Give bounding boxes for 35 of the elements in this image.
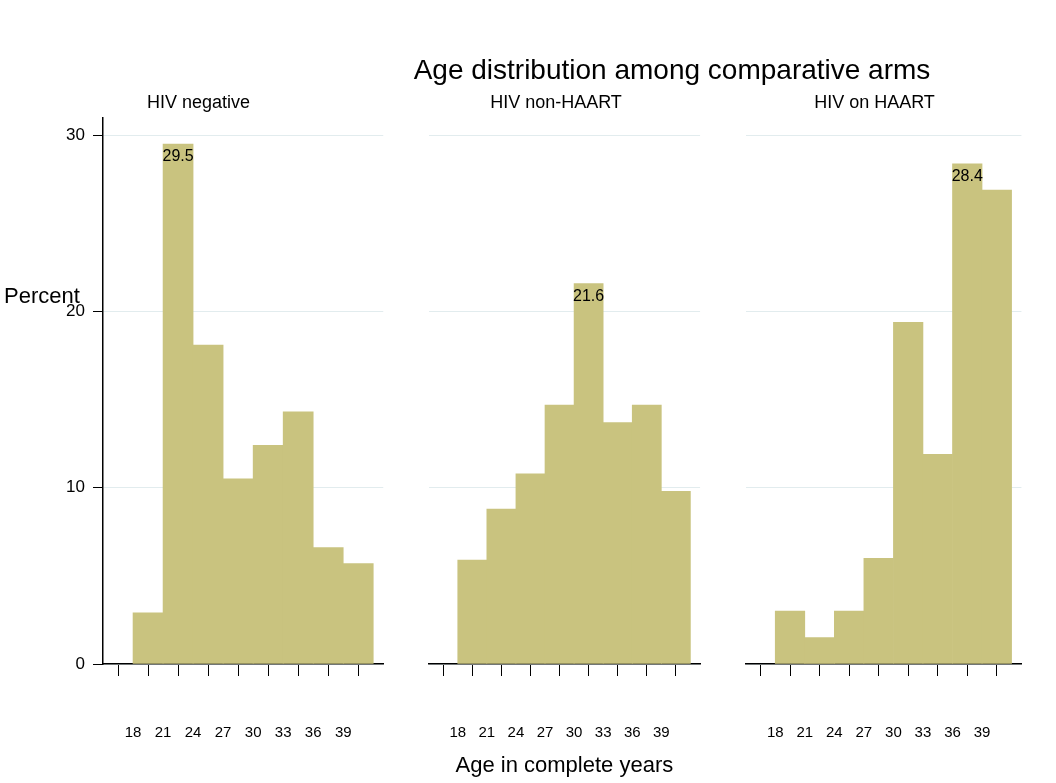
- x-tick-label: 21: [478, 723, 496, 741]
- x-tick-label: 18: [124, 723, 142, 741]
- x-tick-label: 39: [652, 723, 670, 741]
- x-tick-label: 30: [565, 723, 583, 741]
- x-tick-label: 24: [825, 723, 843, 741]
- x-tick-label: 18: [766, 723, 784, 741]
- y-tick-label: 0: [75, 653, 85, 673]
- x-tick-label: 30: [244, 723, 262, 741]
- chart-subtitle: HIV non-HAART: [490, 91, 622, 112]
- chart-title: Age distribution among comparative arms: [412, 54, 932, 86]
- x-tick-label: 24: [507, 723, 525, 741]
- x-tick-label: 39: [334, 723, 352, 741]
- y-tick-label: 10: [66, 477, 85, 497]
- x-tick-label: 27: [214, 723, 232, 741]
- x-tick-label: 24: [184, 723, 202, 741]
- x-tick-label: 39: [973, 723, 991, 741]
- data-label: 21.6: [573, 286, 605, 304]
- x-tick-label: 33: [914, 723, 932, 741]
- x-tick-label: 30: [885, 723, 902, 741]
- x-tick-label: 36: [304, 723, 322, 741]
- data-label: 29.5: [162, 147, 194, 165]
- x-tick-label: 33: [274, 723, 292, 741]
- y-tick-label: 30: [66, 124, 85, 144]
- x-tick-label: 27: [855, 723, 873, 741]
- data-label: 28.4: [951, 167, 983, 185]
- x-axis-title: Age in complete years: [455, 751, 674, 777]
- x-tick-label: 21: [154, 723, 172, 741]
- x-tick-label: 36: [944, 723, 961, 741]
- x-tick-label: 33: [594, 723, 612, 741]
- x-tick-label: 27: [536, 723, 554, 741]
- x-tick-label: 18: [449, 723, 467, 741]
- x-tick-label: 36: [623, 723, 641, 741]
- chart-subtitle: HIV on HAART: [814, 91, 935, 112]
- chart-subtitle: HIV negative: [146, 91, 251, 112]
- x-tick-label: 21: [796, 723, 814, 741]
